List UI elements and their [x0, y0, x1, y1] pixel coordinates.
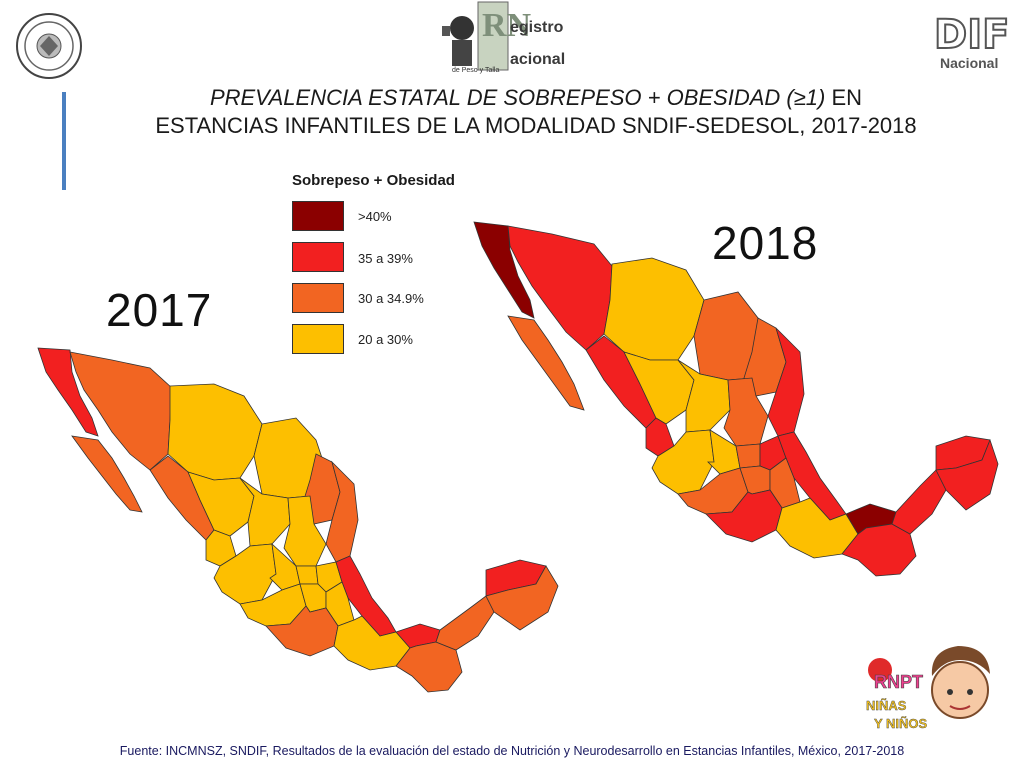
legend-label-above-40: >40% [358, 209, 392, 224]
rnpt-logo-line3: Y NIÑOS [874, 716, 928, 731]
title-line1-italic: PREVALENCIA ESTATAL DE SOBREPESO + OBESI… [209, 85, 826, 110]
map2018-chihuahua [603, 257, 705, 361]
dif-logo-sub: Nacional [940, 55, 998, 71]
map2017-baja-california [37, 347, 99, 437]
legend-swatch-30-34 [292, 283, 344, 313]
map2017-guerrero [265, 605, 339, 657]
page-title: PREVALENCIA ESTATAL DE SOBREPESO + OBESI… [86, 84, 986, 140]
legend-label-20-30: 20 a 30% [358, 332, 413, 347]
legend-swatch-above-40 [292, 201, 344, 231]
map2017-chiapas [395, 641, 463, 693]
map2017-chihuahua [167, 383, 263, 481]
legend-swatch-20-30 [292, 324, 344, 354]
registro-logo-sub: de Peso y Talla [452, 67, 499, 74]
map2018-chiapas [841, 523, 917, 577]
registro-nacional-logo: RN egistro acional de Peso y Talla [442, 1, 565, 74]
map2017-campeche [435, 595, 495, 651]
map2017-quintana-roo [485, 565, 559, 631]
map2018-quintana-roo [935, 438, 999, 511]
map-2017 [37, 347, 559, 693]
registro-logo-line2: acional [510, 51, 565, 68]
map2018-queretaro [735, 443, 761, 469]
map-2018 [473, 221, 999, 577]
dif-logo-text: DIF [934, 12, 1009, 58]
legend-swatch-35-39 [292, 242, 344, 272]
registro-logo-letters: RN [482, 7, 532, 44]
map2018-campeche [891, 469, 947, 535]
accent-bar [62, 92, 66, 190]
registro-logo-line1: egistro [510, 19, 564, 36]
map2017-jalisco [213, 543, 277, 605]
seal-logo [16, 13, 82, 79]
title-line2: ESTANCIAS INFANTILES DE LA MODALIDAD SND… [155, 113, 917, 138]
map2017-baja-california-sur [71, 435, 143, 513]
legend-label-35-39: 35 a 39% [358, 251, 413, 266]
map2018-guerrero [705, 489, 783, 543]
rnpt-logo-line2: NIÑAS [866, 698, 907, 713]
map-2017-year-label: 2017 [106, 284, 213, 336]
map2017-queretaro [295, 565, 319, 585]
legend-title: Sobrepeso + Obesidad [292, 172, 455, 189]
map2018-baja-california-sur [507, 315, 585, 411]
legend-label-30-34: 30 a 34.9% [358, 291, 424, 306]
source-footnote: Fuente: INCMNSZ, SNDIF, Resultados de la… [119, 744, 905, 758]
rnpt-logo-text: RNPT [874, 672, 923, 692]
map2018-jalisco [651, 429, 715, 495]
dif-nacional-logo: DIF Nacional [933, 11, 1010, 71]
rnpt-logo: RNPT NIÑAS Y NIÑOS [866, 646, 990, 731]
map-2018-year-label: 2018 [712, 217, 819, 269]
title-line1-rest: EN [825, 85, 863, 110]
